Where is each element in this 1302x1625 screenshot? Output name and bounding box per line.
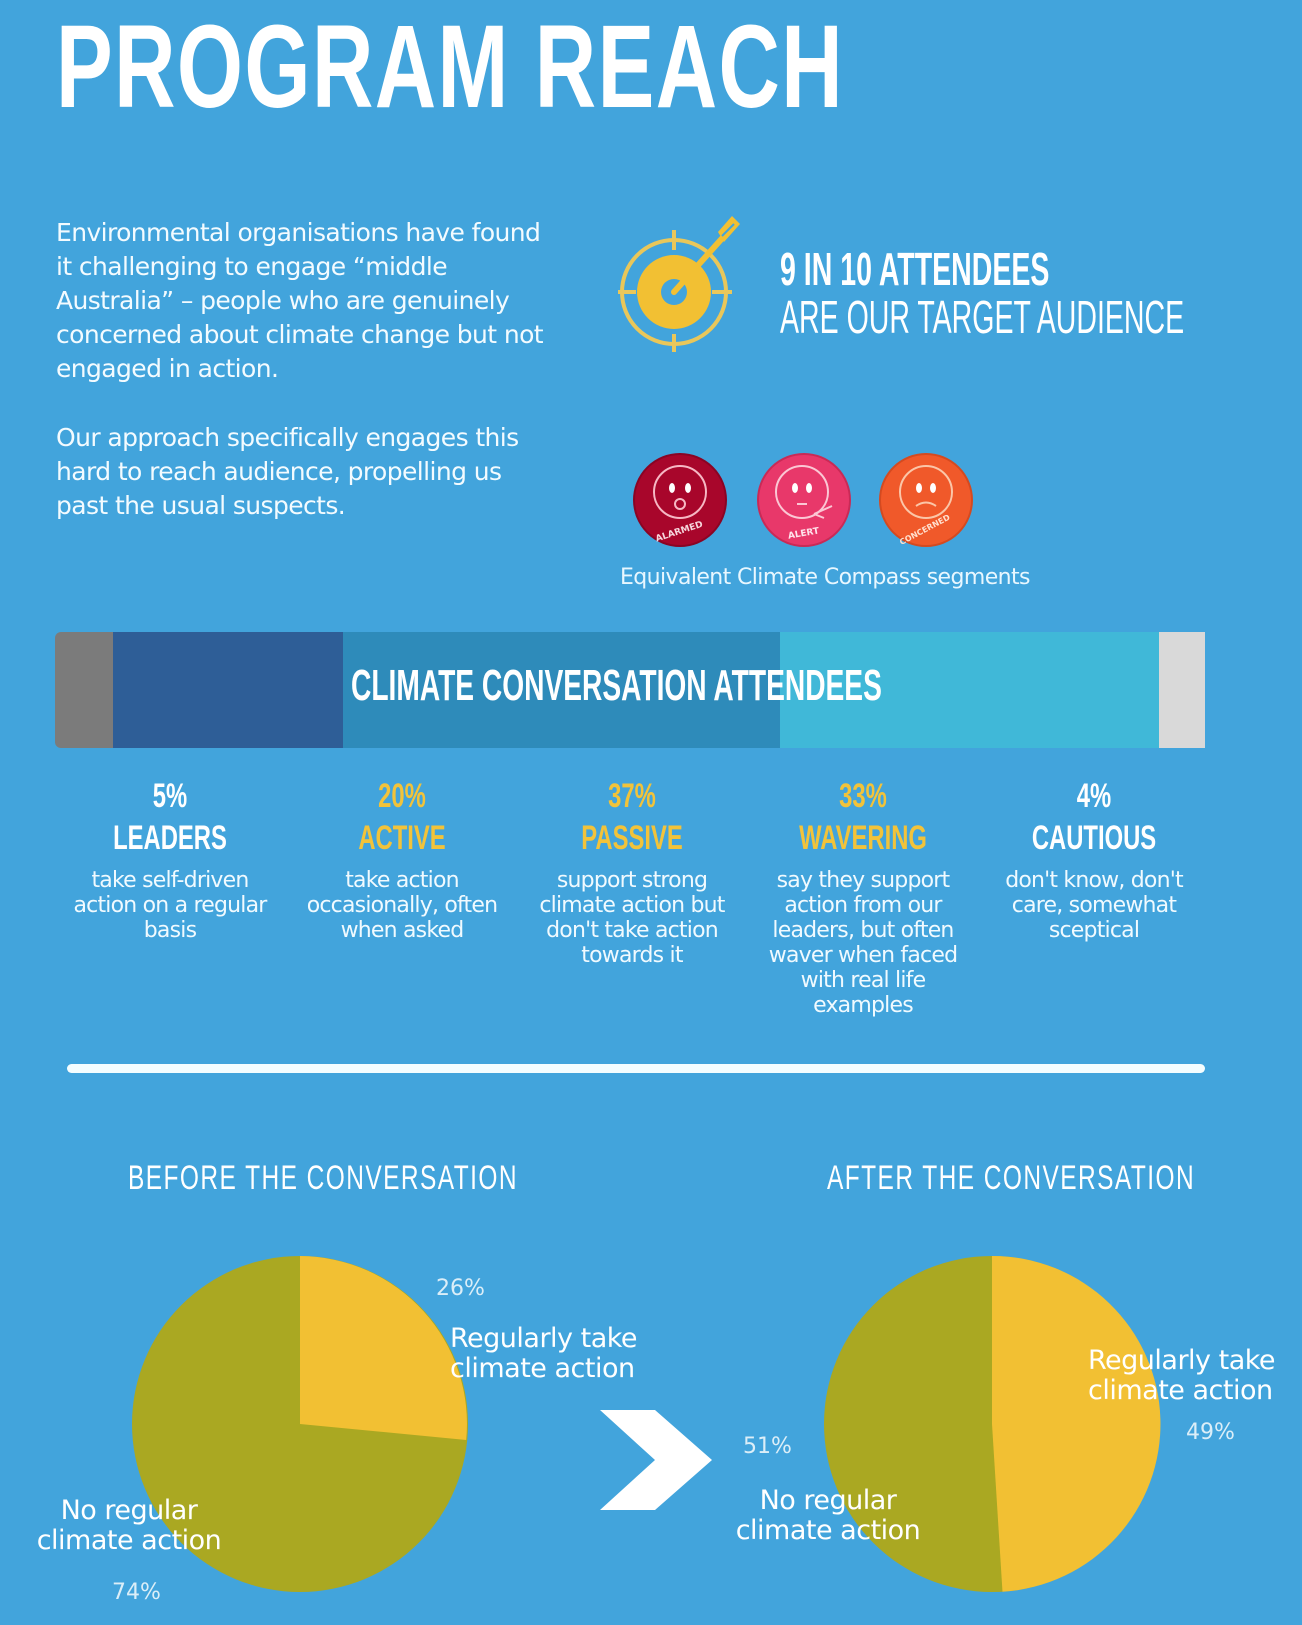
segment-name: WAVERING [799, 819, 927, 857]
segment-percent: 33% [839, 777, 887, 815]
before-none-label: No regular climate action [36, 1495, 222, 1556]
segment-description: take action occasionally, often when ask… [306, 868, 498, 943]
after-regular-label: Regularly take climate action [1088, 1345, 1276, 1406]
pointing-face-icon: ALERT [757, 453, 851, 547]
bar-segment-leaders [55, 632, 113, 748]
chevron-right-icon [600, 1410, 712, 1510]
section-divider [67, 1064, 1205, 1073]
segment-name: ACTIVE [358, 819, 446, 857]
before-regular-label: Regularly take climate action [450, 1323, 638, 1384]
concerned-badge: CONCERNED [878, 452, 974, 548]
segment-percent: 20% [378, 777, 426, 815]
before-pie-title: BEFORE THE CONVERSATION [128, 1159, 518, 1197]
segment-description: support strong climate action but don't … [539, 868, 725, 968]
after-pie-chart [822, 1254, 1162, 1594]
intro-paragraph: Our approach specifically engages this h… [56, 423, 519, 520]
pie-slice-regular [992, 1255, 1161, 1592]
segment-cautious: 4% CAUTIOUS don't know, don't care, some… [984, 776, 1204, 943]
segment-name: LEADERS [113, 819, 227, 857]
segment-active: 20% ACTIVE take action occasionally, oft… [292, 776, 512, 943]
segment-leaders: 5% LEADERS take self-driven action on a … [60, 776, 280, 943]
before-regular-percent: 26% [436, 1276, 485, 1301]
bar-segment-passive [342, 632, 780, 748]
segment-description: don't know, don't care, somewhat sceptic… [1005, 868, 1183, 943]
segment-passive: 37% PASSIVE support strong climate actio… [522, 776, 742, 968]
before-none-percent: 74% [112, 1580, 161, 1605]
target-stat-headline: 9 IN 10 ATTENDEES [780, 243, 1050, 295]
alert-badge: ALERT [756, 452, 852, 548]
segment-description: take self-driven action on a regular bas… [73, 868, 267, 943]
attendees-stacked-bar [55, 632, 1205, 748]
after-none-percent: 51% [743, 1434, 792, 1459]
pie-slice-regular [300, 1256, 467, 1440]
bar-segment-wavering [779, 632, 1159, 748]
bar-segment-active [112, 632, 343, 748]
segment-name: CAUTIOUS [1031, 819, 1157, 857]
page-title: PROGRAM REACH [56, 1, 845, 133]
compass-caption: Equivalent Climate Compass segments [620, 565, 1030, 590]
before-pie-chart [130, 1254, 470, 1594]
segment-percent: 5% [152, 777, 188, 815]
worried-face-icon: CONCERNED [879, 453, 973, 547]
alarmed-badge: ALARMED [632, 452, 728, 548]
after-pie-title: AFTER THE CONVERSATION [827, 1159, 1196, 1197]
intro-paragraph: Environmental organisations have found i… [56, 218, 544, 383]
target-arrow-icon [618, 212, 744, 352]
after-none-label: No regular climate action [735, 1485, 921, 1546]
after-regular-percent: 49% [1186, 1420, 1235, 1445]
segment-percent: 4% [1076, 777, 1112, 815]
target-stat-subline: ARE OUR TARGET AUDIENCE [780, 291, 1185, 343]
bar-title: CLIMATE CONVERSATION ATTENDEES [351, 661, 882, 710]
segment-wavering: 33% WAVERING say they support action fro… [753, 776, 973, 1018]
bar-segment-cautious [1159, 632, 1205, 748]
shocked-face-icon: ALARMED [633, 453, 727, 547]
segment-percent: 37% [608, 777, 656, 815]
segment-name: PASSIVE [581, 819, 683, 857]
segment-description: say they support action from our leaders… [768, 868, 958, 1018]
